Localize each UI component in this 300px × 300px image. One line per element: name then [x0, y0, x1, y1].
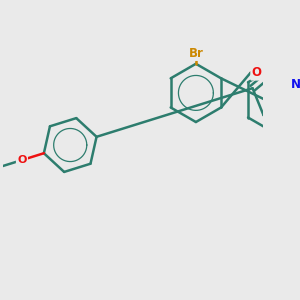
Text: O: O [17, 155, 27, 165]
Text: O: O [252, 66, 262, 79]
Text: Br: Br [188, 46, 203, 60]
Text: N: N [291, 78, 300, 91]
